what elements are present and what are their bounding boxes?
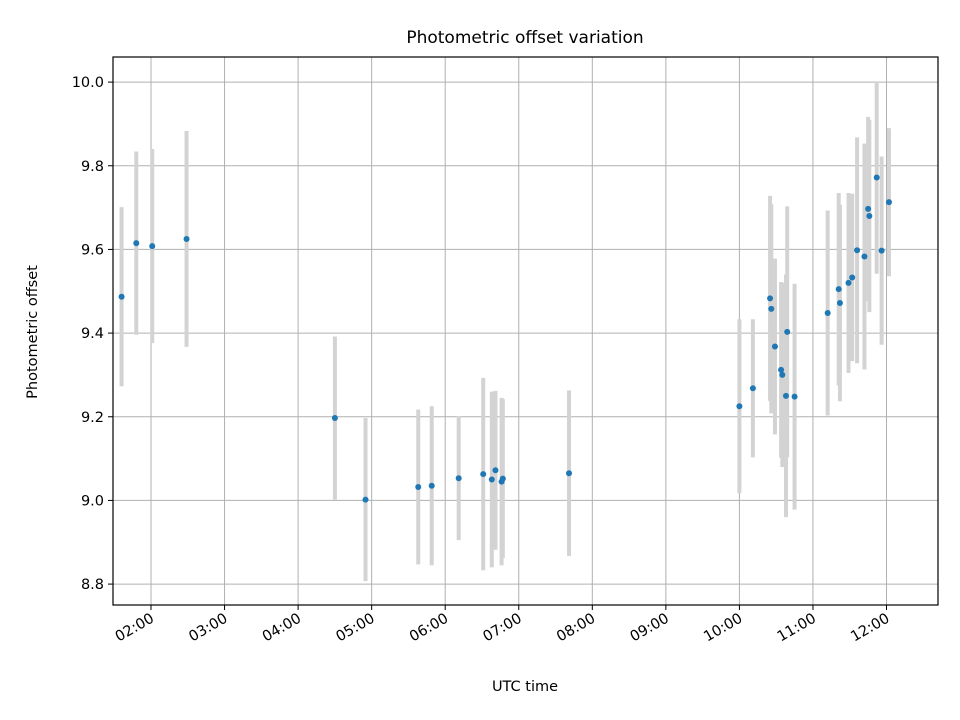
data-point [771,343,778,350]
data-point [784,328,791,335]
data-point [836,299,843,306]
grid [113,57,938,605]
y-axis-label: Photometric offset [25,265,41,399]
data-point [835,286,842,293]
data-point [779,371,786,378]
y-tick-label: 9.2 [81,410,104,426]
chart-title: Photometric offset variation [406,28,643,48]
plot-frame [112,56,939,606]
data-point [861,253,868,260]
data-point [488,476,495,483]
x-axis-label: UTC time [492,679,558,695]
data-point [865,205,872,212]
data-point [878,247,885,254]
data-point [183,235,190,242]
data-point [499,475,506,482]
data-point [428,482,435,489]
data-point [849,274,856,281]
data-point [866,212,873,219]
data-point [768,305,775,312]
y-tick-label: 9.4 [81,326,104,342]
data-point [824,310,831,317]
data-point [845,279,852,286]
data-point [566,470,573,477]
data-point [782,392,789,399]
data-point [749,385,756,392]
y-tick-label: 8.8 [81,577,104,593]
data-point [736,403,743,410]
y-tick-label: 9.6 [81,242,104,258]
data-point [149,243,156,250]
data-point [455,475,462,482]
y-tick-label: 9.8 [81,159,104,175]
data-point [331,415,338,422]
data-point [492,467,499,474]
data-point [885,199,892,206]
y-tick-label: 9.0 [81,493,104,509]
data-point [362,496,369,503]
data-points [118,174,892,503]
data-point [118,293,125,300]
data-point [791,393,798,400]
data-point [778,366,785,373]
data-point [133,240,140,247]
data-point [415,484,422,491]
data-point [854,247,861,254]
y-tick-label: 10.0 [72,75,104,91]
data-point [767,295,774,302]
data-point [480,471,487,478]
data-point [873,174,880,181]
